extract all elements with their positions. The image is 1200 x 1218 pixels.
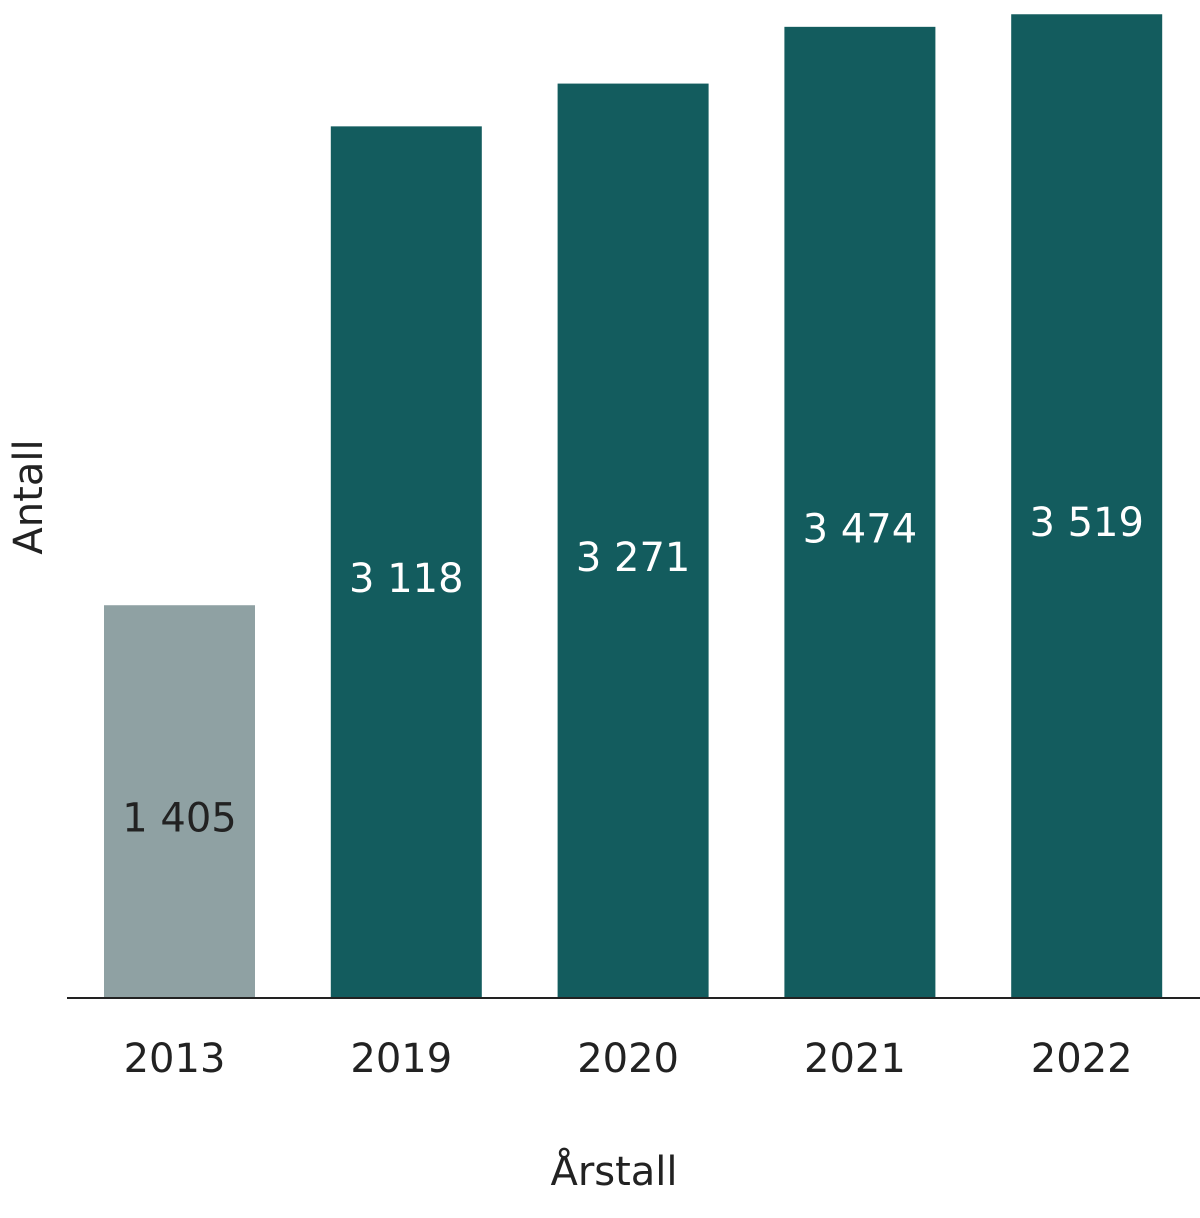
x-tick-2019: 2019 xyxy=(350,1036,452,1082)
y-axis-label: Antall xyxy=(6,439,52,554)
x-tick-2022: 2022 xyxy=(1031,1036,1133,1082)
bar-2019 xyxy=(330,126,482,998)
x-tick-2020: 2020 xyxy=(577,1036,679,1082)
data-label-2020: 3 271 xyxy=(576,535,691,581)
data-label-2022: 3 519 xyxy=(1029,500,1144,546)
data-label-2013: 1 405 xyxy=(122,796,237,842)
x-tick-labels: 2013 2019 2020 2021 2022 xyxy=(124,1036,1133,1082)
bars-group: 1 405 3 118 3 271 3 474 3 519 xyxy=(104,14,1163,999)
x-tick-2021: 2021 xyxy=(804,1036,906,1082)
bar-2021 xyxy=(784,26,936,998)
x-tick-2013: 2013 xyxy=(124,1036,226,1082)
data-label-2021: 3 474 xyxy=(803,506,918,552)
bar-2020 xyxy=(557,83,709,998)
x-axis-label: Årstall xyxy=(550,1147,677,1195)
data-label-2019: 3 118 xyxy=(349,556,464,602)
bar-2022 xyxy=(1011,14,1163,999)
bar-2013 xyxy=(104,605,255,998)
